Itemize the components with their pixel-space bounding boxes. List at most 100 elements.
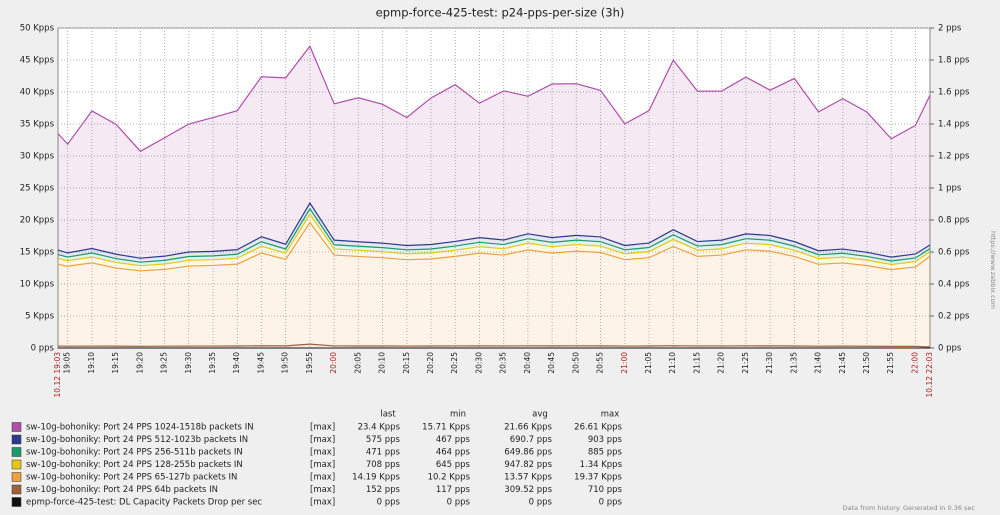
- y2-tick-label: 2 pps: [938, 24, 962, 34]
- legend-func: [max]: [310, 435, 335, 445]
- y2-tick-label: 1.8 pps: [938, 56, 970, 66]
- y-tick-label: 45 Kpps: [20, 56, 55, 66]
- legend-stat: 21.66 Kpps: [504, 423, 552, 433]
- legend-stat: 14.19 Kpps: [352, 473, 400, 483]
- legend-header: min: [450, 410, 466, 420]
- y2-tick-label: 1.2 pps: [938, 152, 970, 162]
- legend-header: avg: [532, 410, 548, 420]
- y2-tick-label: 0.2 pps: [938, 312, 970, 322]
- y-tick-label: 10 Kpps: [20, 280, 55, 290]
- y2-tick-label: 0 pps: [938, 344, 962, 354]
- legend-stat: 0 pps: [447, 498, 471, 508]
- legend-stat: 19.37 Kpps: [574, 473, 622, 483]
- x-tick-label: 20:55: [596, 352, 605, 374]
- legend-func: [max]: [310, 460, 335, 470]
- legend-stat: 649.86 pps: [504, 448, 552, 458]
- y2-tick-label: 0.4 pps: [938, 280, 970, 290]
- y-tick-label: 35 Kpps: [20, 120, 55, 130]
- y2-tick-label: 1.4 pps: [938, 120, 970, 130]
- legend-stat: 15.71 Kpps: [422, 423, 470, 433]
- x-tick-label: 21:20: [717, 352, 726, 374]
- series-line: [57, 45, 931, 153]
- y-tick-label: 50 Kpps: [20, 24, 55, 34]
- x-tick-label: 19:10: [87, 352, 96, 374]
- x-tick-label: 19:35: [208, 352, 217, 374]
- legend-stat: 464 pps: [436, 448, 471, 458]
- legend-swatch: [11, 459, 22, 470]
- legend-stat: 0 pps: [529, 498, 553, 508]
- x-tick-label: 21:45: [838, 352, 847, 374]
- x-tick-label: 20:45: [547, 352, 556, 374]
- legend-stat: 885 pps: [588, 448, 623, 458]
- legend-name: sw-10g-bohoniky: Port 24 PPS 128-255b pa…: [26, 460, 243, 470]
- legend-stat: 152 pps: [366, 485, 401, 495]
- x-tick-label: 20:15: [402, 352, 411, 374]
- x-tick-label: 21:00: [620, 352, 629, 374]
- x-tick-label: 20:40: [523, 352, 532, 374]
- x-tick-label: 19:40: [232, 352, 241, 374]
- x-tick-label: 19:25: [160, 352, 169, 374]
- x-tick-label: 20:20: [426, 352, 435, 374]
- y-tick-label: 30 Kpps: [20, 152, 55, 162]
- legend-stat: 13.57 Kpps: [504, 473, 552, 483]
- legend-name: sw-10g-bohoniky: Port 24 PPS 256-511b pa…: [26, 448, 243, 458]
- x-tick-label: 20:25: [450, 352, 459, 374]
- x-tick-label: 21:30: [765, 352, 774, 374]
- legend-func: [max]: [310, 448, 335, 458]
- x-tick-label: 19:50: [281, 352, 290, 374]
- legend-func: [max]: [310, 498, 335, 508]
- x-tick-label: 21:50: [862, 352, 871, 374]
- legend-func: [max]: [310, 473, 335, 483]
- x-tick-label: 21:40: [814, 352, 823, 374]
- x-tick-label: 21:05: [644, 352, 653, 374]
- legend-stat: 645 pps: [436, 460, 471, 470]
- y-tick-label: 20 Kpps: [20, 216, 55, 226]
- y2-tick-label: 1.6 pps: [938, 88, 970, 98]
- legend-stat: 903 pps: [588, 435, 623, 445]
- y-tick-label: 25 Kpps: [20, 184, 55, 194]
- x-tick-label: 21:55: [886, 352, 895, 374]
- series-line: [57, 207, 931, 263]
- legend-swatch: [11, 422, 22, 432]
- legend-swatch: [11, 472, 22, 482]
- legend-stat: 575 pps: [366, 435, 401, 445]
- y2-tick-label: 0.8 pps: [938, 216, 970, 226]
- series-line: [57, 343, 931, 348]
- legend-name: sw-10g-bohoniky: Port 24 PPS 1024-1518b …: [26, 423, 254, 433]
- legend-swatch: [11, 434, 22, 445]
- legend-stat: 471 pps: [366, 448, 401, 458]
- x-tick-label: 19:45: [256, 352, 265, 374]
- footer-note: Data from history. Generated in 0.36 sec: [843, 504, 976, 512]
- legend-stat: 117 pps: [436, 485, 471, 495]
- x-tick-label: 20:30: [474, 352, 483, 374]
- x-tick-label: 20:00: [329, 352, 338, 374]
- x-tick-label: 19:05: [63, 352, 72, 374]
- legend-stat: 947.82 pps: [504, 460, 552, 470]
- series-line: [57, 213, 931, 267]
- y2-tick-label: 1 pps: [938, 184, 962, 194]
- side-note: https://www.zabbix.com: [989, 231, 997, 309]
- x-tick-label: 21:15: [692, 352, 701, 374]
- legend-name: sw-10g-bohoniky: Port 24 PPS 512-1023b p…: [26, 435, 248, 445]
- x-tick-label: 22:00: [910, 352, 919, 374]
- x-tick-label: 20:10: [378, 352, 387, 374]
- legend-stat: 690.7 pps: [510, 435, 553, 445]
- legend-stat: 23.4 Kpps: [358, 423, 401, 433]
- legend-func: [max]: [310, 485, 335, 495]
- legend-header: max: [601, 410, 620, 420]
- legend-swatch: [11, 447, 22, 457]
- legend-stat: 710 pps: [588, 485, 623, 495]
- legend-stat: 309.52 pps: [504, 485, 552, 495]
- legend-swatch: [11, 484, 22, 495]
- x-tick-label: 19:15: [111, 352, 120, 374]
- legend-stat: 467 pps: [436, 435, 471, 445]
- legend-name: epmp-force-425-test: DL Capacity Packets…: [26, 498, 262, 508]
- x-tick-label: 19:55: [305, 352, 314, 374]
- legend-header: last: [380, 410, 396, 420]
- area-fill: [58, 46, 930, 259]
- legend-stat: 708 pps: [366, 460, 401, 470]
- x-tick-label: 20:05: [353, 352, 362, 374]
- x-tick-label: 19:20: [135, 352, 144, 374]
- legend-name: sw-10g-bohoniky: Port 24 PPS 65-127b pac…: [26, 473, 237, 483]
- legend-stat: 0 pps: [599, 498, 623, 508]
